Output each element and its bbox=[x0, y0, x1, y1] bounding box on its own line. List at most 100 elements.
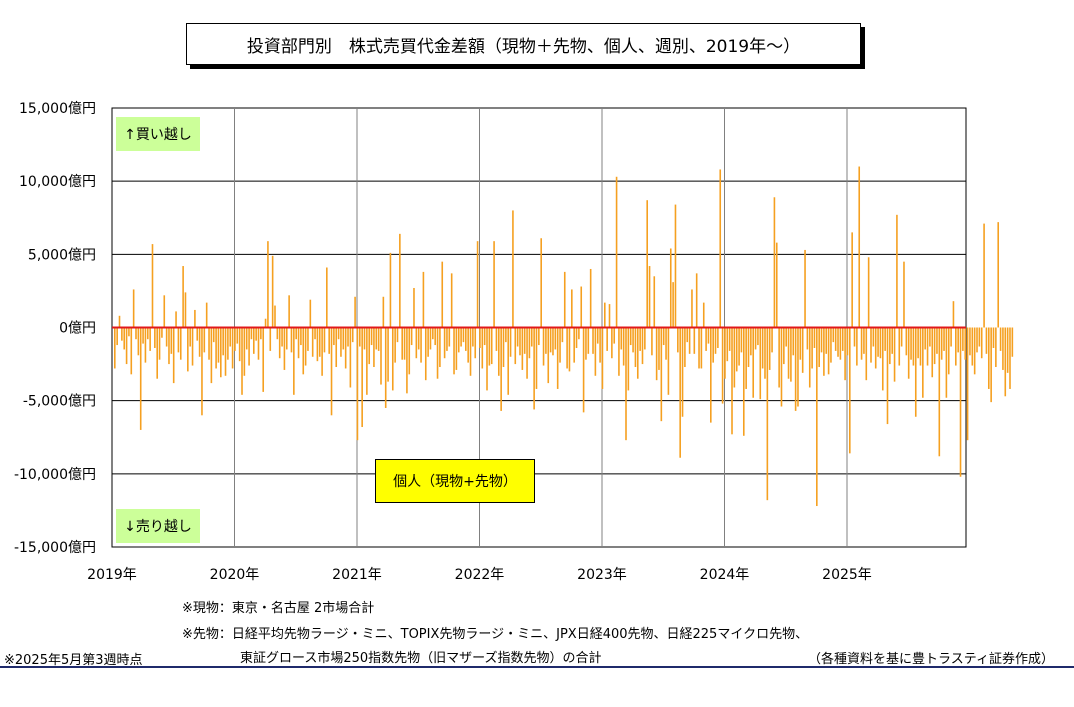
bar bbox=[389, 252, 392, 328]
bar bbox=[264, 318, 267, 328]
bar bbox=[599, 327, 601, 363]
bar bbox=[519, 327, 521, 356]
bar bbox=[693, 327, 696, 354]
bar bbox=[632, 327, 634, 353]
bar bbox=[542, 327, 545, 366]
bar bbox=[210, 327, 213, 384]
bar bbox=[639, 327, 641, 351]
bar bbox=[794, 327, 797, 411]
bar bbox=[780, 327, 783, 407]
bar bbox=[318, 327, 321, 357]
bar bbox=[679, 327, 681, 458]
bar bbox=[792, 327, 795, 356]
bar bbox=[182, 266, 184, 328]
x-tick-label: 2023年 bbox=[577, 567, 627, 583]
bar bbox=[283, 327, 286, 370]
bar bbox=[905, 327, 908, 356]
bar bbox=[196, 327, 199, 341]
bar bbox=[165, 327, 168, 347]
bar bbox=[234, 327, 236, 351]
bar bbox=[252, 327, 255, 354]
bar bbox=[750, 327, 752, 356]
bar bbox=[881, 327, 884, 391]
bar bbox=[434, 327, 436, 346]
bar bbox=[799, 327, 802, 360]
bar bbox=[773, 197, 776, 328]
bar bbox=[594, 327, 597, 376]
bar bbox=[889, 327, 891, 365]
bar bbox=[495, 327, 498, 351]
bar bbox=[608, 304, 611, 328]
bar bbox=[370, 327, 373, 346]
bar bbox=[255, 327, 257, 341]
bar bbox=[340, 327, 342, 357]
bar bbox=[851, 232, 853, 328]
bar bbox=[467, 327, 469, 363]
note-source: （各種資料を基に豊トラスティ証券作成） bbox=[808, 652, 1054, 667]
bar bbox=[952, 301, 955, 328]
bar bbox=[191, 327, 194, 366]
bar bbox=[217, 327, 220, 363]
bar bbox=[917, 327, 919, 359]
bar bbox=[900, 327, 903, 347]
bar bbox=[505, 327, 507, 343]
bar bbox=[973, 327, 976, 375]
bar bbox=[721, 327, 724, 404]
bar bbox=[460, 327, 462, 347]
bar bbox=[914, 327, 917, 417]
bar bbox=[125, 327, 128, 365]
axis-layer: 15,000億円 10,000億円 5,000億円 0億円 -5,000億円 -10,00… bbox=[14, 101, 966, 583]
bar bbox=[151, 244, 154, 328]
bar bbox=[731, 327, 733, 435]
bar bbox=[243, 327, 246, 376]
bar bbox=[754, 327, 757, 350]
bar bbox=[269, 327, 272, 351]
bar bbox=[144, 327, 147, 363]
bar bbox=[978, 327, 981, 347]
bar bbox=[818, 327, 820, 368]
bar bbox=[472, 327, 474, 347]
bar bbox=[502, 327, 505, 368]
bar bbox=[592, 327, 594, 354]
bar bbox=[618, 327, 620, 376]
bar bbox=[662, 327, 665, 346]
bar bbox=[439, 327, 441, 368]
bar bbox=[401, 327, 403, 360]
bar bbox=[330, 327, 333, 416]
bar bbox=[820, 327, 823, 353]
bar bbox=[1011, 327, 1014, 357]
bar bbox=[514, 327, 517, 365]
bar bbox=[665, 327, 667, 360]
bar bbox=[139, 327, 142, 430]
bar bbox=[563, 271, 566, 328]
bar bbox=[585, 327, 587, 360]
bar bbox=[528, 327, 531, 359]
bars-layer bbox=[114, 166, 1014, 507]
bar bbox=[641, 327, 644, 365]
bar bbox=[323, 327, 326, 353]
bar bbox=[865, 327, 868, 381]
bar bbox=[146, 327, 149, 340]
footer-divider bbox=[0, 666, 1074, 668]
bar bbox=[646, 200, 648, 328]
bar bbox=[601, 327, 604, 389]
bar bbox=[707, 327, 710, 344]
bar bbox=[931, 327, 934, 378]
bar bbox=[556, 327, 559, 389]
bar bbox=[674, 204, 677, 328]
bar bbox=[879, 327, 882, 359]
bar bbox=[924, 327, 926, 350]
bar bbox=[726, 327, 729, 362]
bar bbox=[540, 238, 542, 328]
bar bbox=[474, 327, 477, 359]
bar bbox=[813, 327, 816, 348]
bar bbox=[208, 327, 210, 360]
bar bbox=[896, 214, 898, 328]
bar bbox=[300, 327, 302, 346]
bar bbox=[745, 327, 747, 389]
bar bbox=[420, 327, 422, 363]
bar bbox=[311, 327, 314, 357]
bar bbox=[644, 327, 646, 350]
bar bbox=[712, 327, 714, 363]
bar bbox=[326, 267, 328, 328]
